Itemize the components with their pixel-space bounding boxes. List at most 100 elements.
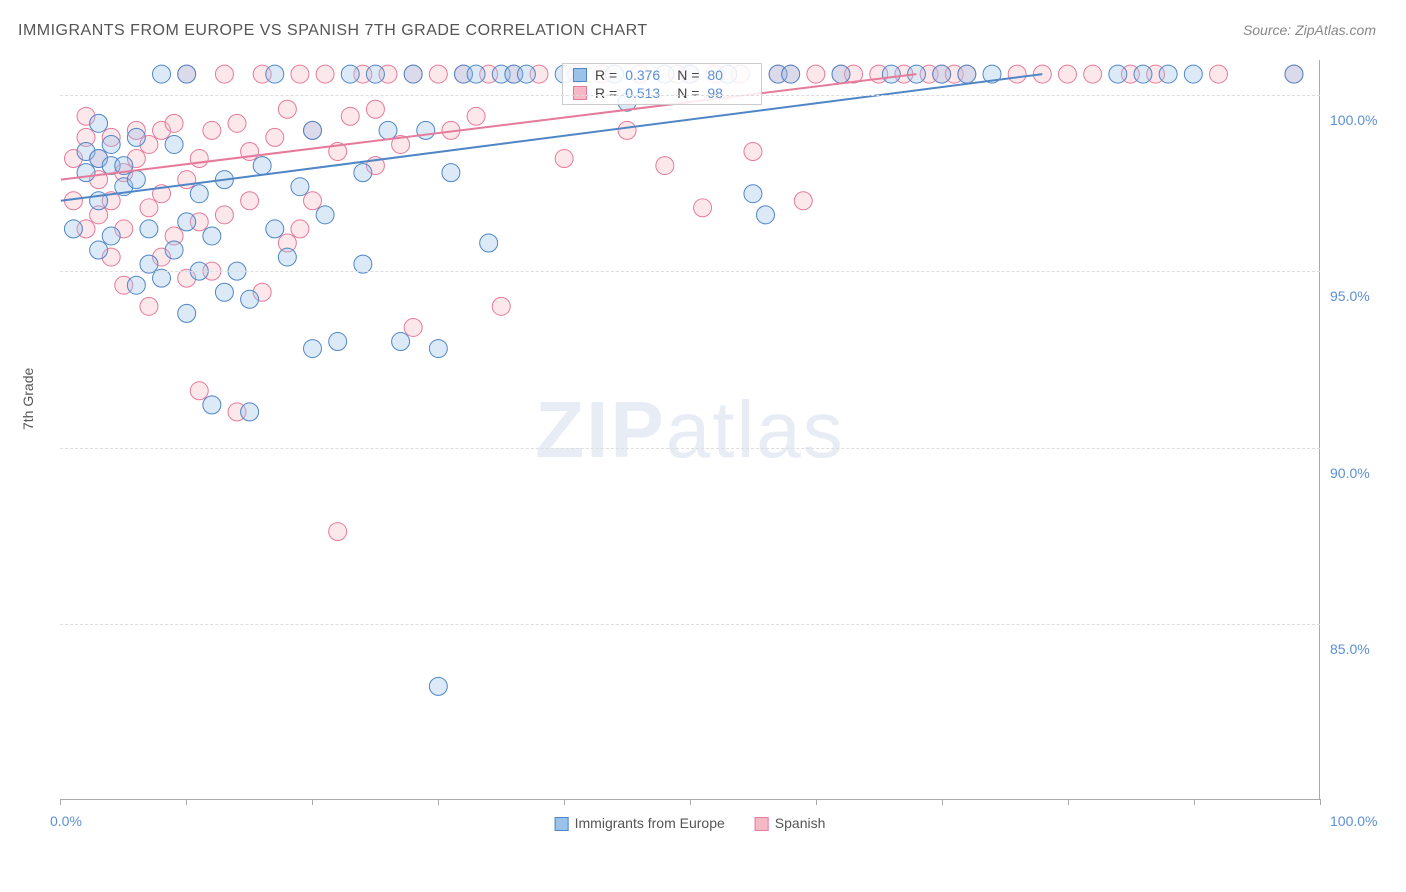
data-point — [1159, 65, 1177, 83]
data-point — [190, 150, 208, 168]
gridline — [60, 95, 1320, 96]
data-point — [127, 128, 145, 146]
legend-r-label: R = — [595, 85, 617, 101]
data-point — [178, 213, 196, 231]
data-point — [291, 178, 309, 196]
data-point — [203, 396, 221, 414]
data-point — [354, 255, 372, 273]
data-point — [291, 65, 309, 83]
ytick-label: 85.0% — [1330, 641, 1395, 657]
xtick — [1068, 799, 1069, 805]
data-point — [1134, 65, 1152, 83]
source-label: Source: ZipAtlas.com — [1243, 22, 1376, 38]
data-point — [304, 121, 322, 139]
data-point — [366, 100, 384, 118]
data-point — [694, 199, 712, 217]
data-point — [266, 220, 284, 238]
bottom-legend-label-1: Spanish — [775, 815, 826, 831]
data-point — [442, 164, 460, 182]
data-point — [329, 523, 347, 541]
data-point — [241, 403, 259, 421]
xtick — [438, 799, 439, 805]
data-point — [404, 65, 422, 83]
data-point — [832, 65, 850, 83]
data-point — [102, 227, 120, 245]
data-point — [140, 199, 158, 217]
data-point — [304, 340, 322, 358]
xtick — [60, 799, 61, 805]
legend-swatch-0 — [573, 68, 587, 82]
data-point — [1059, 65, 1077, 83]
data-point — [165, 135, 183, 153]
legend-n-0: 80 — [707, 67, 751, 83]
data-point — [933, 65, 951, 83]
data-point — [291, 220, 309, 238]
data-point — [744, 143, 762, 161]
data-point — [241, 290, 259, 308]
bottom-legend-label-0: Immigrants from Europe — [575, 815, 725, 831]
data-point — [215, 65, 233, 83]
data-point — [467, 107, 485, 125]
data-point — [165, 114, 183, 132]
gridline — [60, 624, 1320, 625]
data-point — [744, 185, 762, 203]
data-point — [90, 114, 108, 132]
xtick — [1194, 799, 1195, 805]
legend-r-1: 0.513 — [625, 85, 669, 101]
data-point — [1084, 65, 1102, 83]
data-point — [127, 171, 145, 189]
data-point — [1184, 65, 1202, 83]
legend-swatch-1 — [573, 86, 587, 100]
data-point — [127, 276, 145, 294]
data-point — [1008, 65, 1026, 83]
ytick-label: 100.0% — [1330, 112, 1395, 128]
data-point — [656, 157, 674, 175]
data-point — [140, 220, 158, 238]
data-point — [64, 220, 82, 238]
data-point — [278, 100, 296, 118]
legend-n-label: N = — [677, 85, 699, 101]
data-point — [190, 382, 208, 400]
data-point — [480, 234, 498, 252]
xtick — [690, 799, 691, 805]
bottom-legend-item-0: Immigrants from Europe — [555, 815, 725, 831]
data-point — [266, 65, 284, 83]
data-point — [379, 121, 397, 139]
data-point — [467, 65, 485, 83]
data-point — [392, 333, 410, 351]
chart-title: IMMIGRANTS FROM EUROPE VS SPANISH 7TH GR… — [18, 22, 648, 40]
data-point — [882, 65, 900, 83]
xtick-label-left: 0.0% — [50, 813, 82, 829]
data-point — [304, 192, 322, 210]
data-point — [517, 65, 535, 83]
y-axis-label: 7th Grade — [20, 368, 36, 430]
legend-r-label: R = — [595, 67, 617, 83]
data-point — [1109, 65, 1127, 83]
data-point — [215, 283, 233, 301]
data-point — [203, 121, 221, 139]
data-point — [429, 677, 447, 695]
data-point — [492, 297, 510, 315]
data-point — [429, 65, 447, 83]
data-point — [794, 192, 812, 210]
data-point — [215, 206, 233, 224]
data-point — [203, 227, 221, 245]
data-point — [77, 164, 95, 182]
legend-n-label: N = — [677, 67, 699, 83]
scatter-svg — [60, 60, 1320, 799]
data-point — [266, 128, 284, 146]
xtick — [564, 799, 565, 805]
data-point — [757, 206, 775, 224]
data-point — [165, 241, 183, 259]
ytick-label: 95.0% — [1330, 288, 1395, 304]
legend-stats-row-1: R = 0.513 N = 98 — [563, 84, 761, 102]
data-point — [153, 65, 171, 83]
bottom-legend-swatch-0 — [555, 817, 569, 831]
data-point — [366, 65, 384, 83]
data-point — [178, 65, 196, 83]
trend-line — [61, 74, 917, 180]
xtick-label-right: 100.0% — [1330, 813, 1400, 829]
bottom-legend-swatch-1 — [755, 817, 769, 831]
xtick — [312, 799, 313, 805]
data-point — [417, 121, 435, 139]
